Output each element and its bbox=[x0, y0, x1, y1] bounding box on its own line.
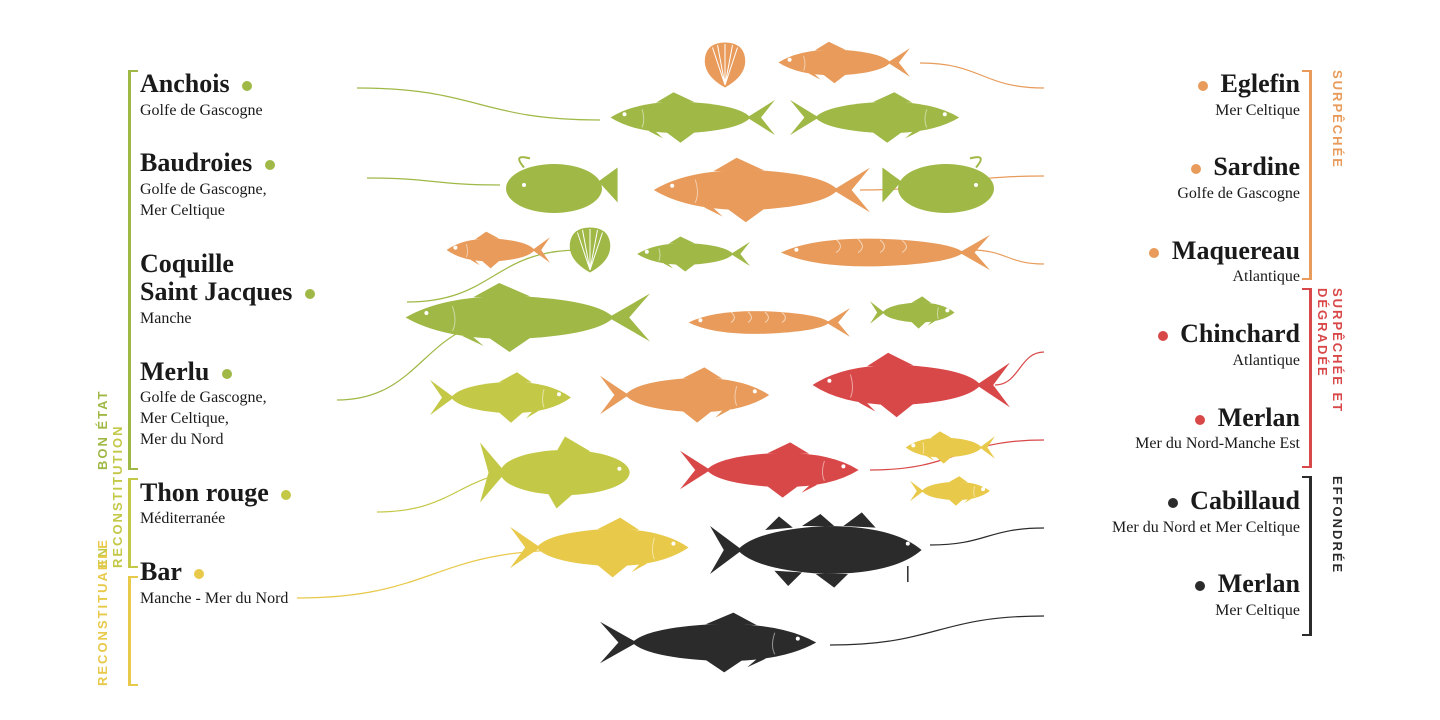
species-name: Merlan bbox=[1040, 404, 1300, 433]
fish-silhouette bbox=[770, 40, 910, 85]
category-label: SURPÊCHÉE bbox=[1330, 70, 1345, 280]
species-region: Atlantique bbox=[1040, 351, 1300, 372]
species-label-right: SardineGolfe de Gascogne bbox=[1040, 153, 1300, 204]
fish-silhouette bbox=[440, 230, 550, 270]
category-bar-right bbox=[1309, 288, 1312, 468]
status-dot-icon bbox=[1158, 331, 1168, 341]
status-dot-icon bbox=[1149, 248, 1159, 258]
fish-silhouette bbox=[600, 610, 830, 675]
status-dot-icon bbox=[194, 569, 204, 579]
species-name: Sardine bbox=[1040, 153, 1300, 182]
status-dot-icon bbox=[1198, 81, 1208, 91]
fish-silhouette bbox=[870, 295, 960, 330]
category-bar-left bbox=[128, 478, 131, 568]
fish-silhouette bbox=[430, 370, 580, 425]
species-label-right: MaquereauAtlantique bbox=[1040, 237, 1300, 288]
fish-silhouette bbox=[900, 430, 995, 465]
left-species-labels: Anchois Golfe de Gascogne Baudroies Golfe… bbox=[140, 70, 380, 637]
species-label-right: CabillaudMer du Nord et Mer Celtique bbox=[1040, 487, 1300, 538]
infographic-container: BON ÉTATEN RECONSTITUTIONRECONSTITUABLE … bbox=[0, 0, 1440, 720]
status-dot-icon bbox=[222, 369, 232, 379]
species-name: Anchois bbox=[140, 70, 380, 99]
species-region: Mer du Nord et Mer Celtique bbox=[1040, 518, 1300, 539]
status-dot-icon bbox=[281, 490, 291, 500]
species-label-right: MerlanMer du Nord-Manche Est bbox=[1040, 404, 1300, 455]
species-region: Golfe de Gascogne,Mer Celtique,Mer du No… bbox=[140, 388, 380, 450]
fish-silhouette bbox=[630, 235, 750, 273]
species-name: Merlan bbox=[1040, 570, 1300, 599]
species-label-right: EglefinMer Celtique bbox=[1040, 70, 1300, 121]
species-region: Mer Celtique bbox=[1040, 601, 1300, 622]
fish-silhouette bbox=[390, 280, 650, 355]
fish-silhouette bbox=[500, 150, 620, 220]
status-dot-icon bbox=[265, 160, 275, 170]
species-region: Mer du Nord-Manche Est bbox=[1040, 434, 1300, 455]
fish-silhouette bbox=[640, 155, 870, 225]
species-region: Golfe de Gascogne,Mer Celtique bbox=[140, 180, 380, 222]
species-name: Maquereau bbox=[1040, 237, 1300, 266]
species-region: Golfe de Gascogne bbox=[1040, 184, 1300, 205]
species-name: Eglefin bbox=[1040, 70, 1300, 99]
species-name: CoquilleSaint Jacques bbox=[140, 250, 380, 307]
species-name: Baudroies bbox=[140, 149, 380, 178]
fish-silhouette bbox=[680, 440, 870, 500]
species-label-right: MerlanMer Celtique bbox=[1040, 570, 1300, 621]
species-name: Cabillaud bbox=[1040, 487, 1300, 516]
species-name: Chinchard bbox=[1040, 320, 1300, 349]
species-region: Manche - Mer du Nord bbox=[140, 589, 380, 610]
category-label: BON ÉTAT bbox=[95, 70, 110, 470]
species-region: Atlantique bbox=[1040, 267, 1300, 288]
fish-silhouette bbox=[680, 300, 850, 345]
status-dot-icon bbox=[305, 289, 315, 299]
status-dot-icon bbox=[1195, 581, 1205, 591]
fish-silhouette bbox=[800, 350, 1010, 420]
category-bar-left bbox=[128, 70, 131, 470]
species-region: Golfe de Gascogne bbox=[140, 101, 380, 122]
right-species-labels: EglefinMer Celtique SardineGolfe de Gasc… bbox=[1040, 70, 1300, 654]
fish-illustration-area bbox=[400, 30, 1040, 690]
species-label-left: CoquilleSaint Jacques Manche bbox=[140, 250, 380, 330]
fish-silhouette bbox=[710, 510, 940, 590]
species-label-right: ChinchardAtlantique bbox=[1040, 320, 1300, 371]
fish-silhouette bbox=[880, 150, 1000, 220]
species-label-left: Merlu Golfe de Gascogne,Mer Celtique,Mer… bbox=[140, 358, 380, 451]
status-dot-icon bbox=[242, 81, 252, 91]
category-bar-left bbox=[128, 576, 131, 686]
fish-silhouette bbox=[480, 435, 650, 510]
species-region: Manche bbox=[140, 309, 380, 330]
category-bar-right bbox=[1309, 70, 1312, 280]
status-dot-icon bbox=[1191, 164, 1201, 174]
fish-silhouette bbox=[790, 90, 970, 145]
status-dot-icon bbox=[1168, 498, 1178, 508]
fish-silhouette bbox=[565, 225, 615, 275]
category-bar-right bbox=[1309, 476, 1312, 636]
species-region: Méditerranée bbox=[140, 509, 380, 530]
species-label-left: Thon rouge Méditerranée bbox=[140, 479, 380, 530]
fish-silhouette bbox=[600, 365, 780, 425]
fish-silhouette bbox=[600, 90, 775, 145]
status-dot-icon bbox=[1195, 415, 1205, 425]
fish-silhouette bbox=[910, 475, 995, 507]
species-name: Thon rouge bbox=[140, 479, 380, 508]
category-label: EFFONDRÉE bbox=[1330, 476, 1345, 636]
fish-silhouette bbox=[700, 40, 750, 90]
species-region: Mer Celtique bbox=[1040, 101, 1300, 122]
species-label-left: Anchois Golfe de Gascogne bbox=[140, 70, 380, 121]
species-name: Merlu bbox=[140, 358, 380, 387]
fish-silhouette bbox=[770, 225, 990, 280]
species-label-left: Bar Manche - Mer du Nord bbox=[140, 558, 380, 609]
species-label-left: Baudroies Golfe de Gascogne,Mer Celtique bbox=[140, 149, 380, 221]
category-label: SURPÊCHÉE ET DÉGRADÉE bbox=[1315, 288, 1345, 468]
fish-silhouette bbox=[510, 515, 700, 580]
species-name: Bar bbox=[140, 558, 380, 587]
category-label: RECONSTITUABLE bbox=[95, 576, 110, 686]
